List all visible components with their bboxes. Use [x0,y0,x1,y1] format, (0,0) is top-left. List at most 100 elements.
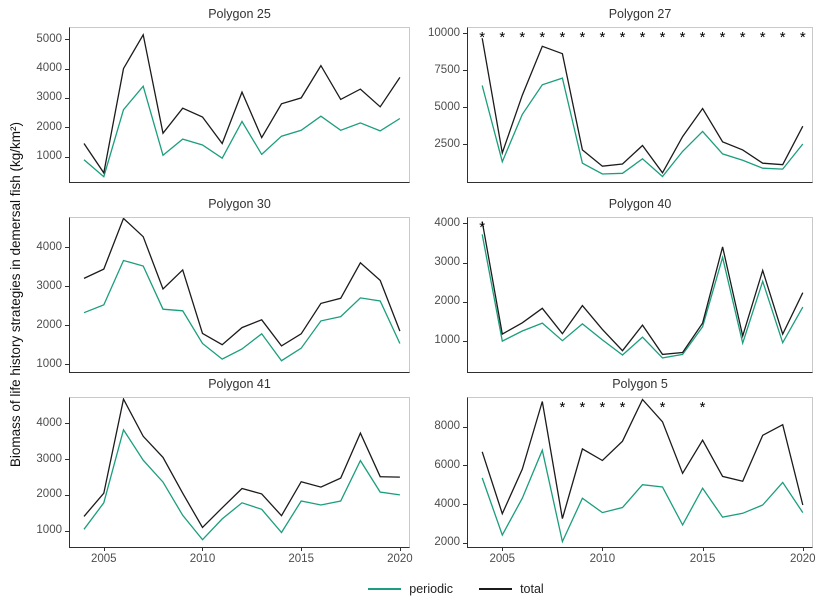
significance-asterisk: * [699,29,706,46]
y-tick-mark [65,531,69,532]
legend-line-total [479,588,513,590]
series-periodic-line [481,448,804,544]
panel-title: Polygon 41 [208,377,271,391]
series-total-line [83,32,401,175]
x-tick-mark [703,547,704,551]
y-tick-label: 4000 [434,217,460,229]
y-tick-label: 4000 [36,240,62,253]
y-tick-label: 2000 [36,488,62,501]
y-tick-label: 2000 [434,536,460,549]
significance-asterisk: * [739,29,746,46]
y-tick-label: 2000 [36,120,62,133]
series-periodic-line [83,428,400,541]
legend: periodic total [100,582,812,596]
x-tick-mark [602,547,603,551]
y-tick-mark [463,465,467,466]
significance-asterisk: * [619,29,626,46]
y-tick-mark [65,69,69,70]
panel-plot-area [467,27,813,183]
significance-asterisk: * [579,29,586,46]
y-tick-label: 5000 [434,100,460,113]
y-tick-label: 4000 [36,62,62,75]
y-tick-label: 10000 [428,26,460,39]
legend-label-periodic: periodic [409,582,454,596]
y-tick-mark [65,495,69,496]
x-tick-label: 2015 [689,553,716,565]
y-tick-label: 5000 [36,32,62,45]
line-chart [83,218,401,362]
y-tick-label: 2000 [434,295,460,308]
y-tick-label: 3000 [434,256,460,269]
y-tick-label: 6000 [434,458,460,471]
significance-asterisk: * [659,29,666,46]
y-tick-label: 4000 [36,416,62,429]
significance-asterisk: * [719,29,726,46]
series-periodic-line [481,234,804,359]
significance-asterisk: * [559,29,566,46]
y-tick-mark [463,263,467,264]
legend-label-total: total [520,582,544,596]
series-total-line [481,398,804,519]
y-axis-title-wrap: Biomass of life history strategies in de… [0,0,30,590]
y-tick-mark [463,543,467,544]
significance-asterisk: * [519,29,526,46]
y-tick-mark [65,157,69,158]
series-total-line [481,38,804,175]
series-total-line [83,218,401,347]
x-tick-mark [803,547,804,551]
y-tick-label: 8000 [434,420,460,433]
panel-title: Polygon 40 [608,197,672,211]
y-tick-mark [65,247,69,248]
series-total-line [83,398,400,529]
x-tick-mark [104,547,105,551]
x-tick-label: 2020 [387,553,413,565]
significance-asterisk: * [699,399,706,416]
line-chart [481,398,804,544]
y-tick-mark [65,286,69,287]
y-tick-label: 2000 [36,318,62,331]
line-chart [481,221,804,359]
y-tick-label: 1000 [36,524,62,537]
significance-asterisk: * [759,29,766,46]
significance-asterisk: * [659,399,666,416]
y-tick-mark [65,459,69,460]
panel-plot-area [69,27,410,183]
line-chart [83,398,400,541]
y-tick-label: 4000 [434,497,460,510]
x-tick-label: 2020 [790,553,816,565]
legend-line-periodic [368,588,402,590]
y-axis-title: Biomass of life history strategies in de… [7,122,23,468]
y-tick-mark [65,39,69,40]
y-tick-mark [463,223,467,224]
y-tick-mark [463,144,467,145]
significance-asterisk: * [559,399,566,416]
panel-plot-area [69,397,410,548]
panel-title: Polygon 30 [208,197,271,211]
series-periodic-line [83,84,401,178]
y-tick-label: 1000 [36,357,62,370]
y-tick-mark [65,127,69,128]
y-tick-mark [463,107,467,108]
y-tick-mark [463,504,467,505]
panel-title: Polygon 5 [612,377,668,391]
y-tick-label: 3000 [36,452,62,465]
significance-asterisk: * [579,399,586,416]
x-tick-label: 2010 [189,553,216,565]
y-tick-mark [65,423,69,424]
significance-asterisk: * [479,219,486,236]
y-tick-mark [463,427,467,428]
x-tick-label: 2005 [91,553,117,565]
x-tick-label: 2015 [288,553,314,565]
y-tick-label: 3000 [36,91,62,104]
panel-title: Polygon 25 [208,7,271,21]
x-tick-mark [202,547,203,551]
x-tick-mark [301,547,302,551]
significance-asterisk: * [599,399,606,416]
panel-title: Polygon 27 [608,7,672,21]
y-tick-mark [65,364,69,365]
y-tick-label: 7500 [434,63,460,76]
x-tick-mark [502,547,503,551]
line-chart [83,32,401,178]
significance-asterisk: * [599,29,606,46]
